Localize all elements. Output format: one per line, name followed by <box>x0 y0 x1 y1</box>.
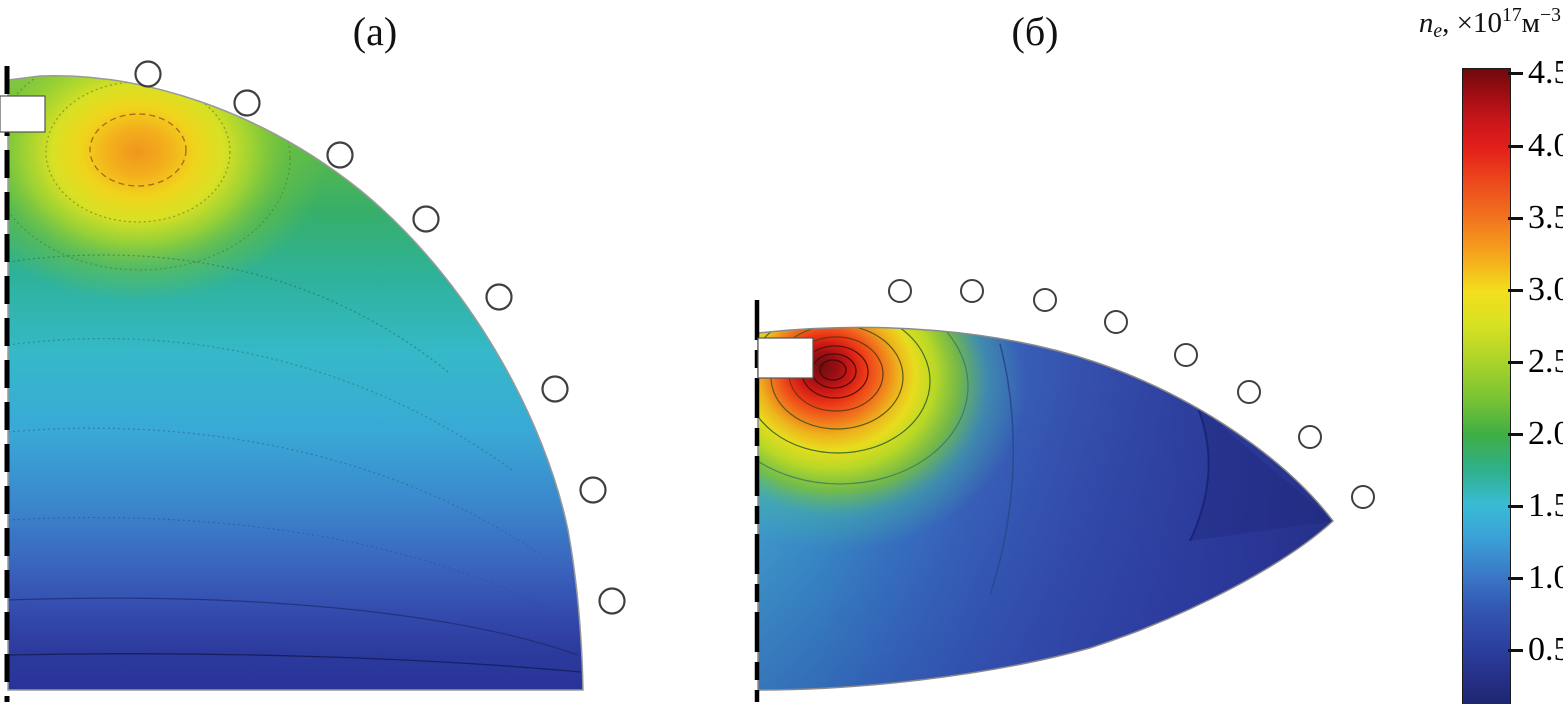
colorbar-tick-mark <box>1508 144 1523 148</box>
colorbar-tick-mark <box>1508 648 1523 652</box>
coil-marker <box>326 141 354 169</box>
colorbar-title-unit: м <box>1521 6 1541 39</box>
colorbar-tick-label: 3.0 <box>1528 271 1563 308</box>
colorbar-tick-label: 3.5 <box>1528 199 1563 236</box>
colorbar-title-mid: , ×10 <box>1442 6 1502 39</box>
coil-marker <box>1351 485 1375 509</box>
coil-marker <box>579 476 607 504</box>
colorbar-tick-mark <box>1508 576 1523 580</box>
panel-b-inlet-notch <box>757 337 814 379</box>
colorbar-tick-label: 2.5 <box>1528 343 1563 380</box>
colorbar-tick-mark <box>1508 216 1523 220</box>
coil-marker <box>960 279 984 303</box>
colorbar-tick-label: 4.0 <box>1528 127 1563 164</box>
colorbar-tick-label: 2.0 <box>1528 415 1563 452</box>
colorbar-tick-label: 1.5 <box>1528 487 1563 524</box>
coil-marker <box>1104 310 1128 334</box>
panel-a-inlet-notch <box>0 95 46 133</box>
panel-b-plume-region <box>758 327 1333 690</box>
panel-b-label: (б) <box>1011 9 1059 54</box>
panel-a-coil-markers <box>134 60 626 615</box>
colorbar-tick: 3.0 <box>1508 273 1563 307</box>
colorbar-tick: 4.5 <box>1508 56 1563 90</box>
coil-marker <box>888 279 912 303</box>
colorbar-title-exponent: 17 <box>1501 4 1522 26</box>
colorbar-title: ne, ×1017м−3 <box>1419 4 1561 43</box>
colorbar-tick: 2.5 <box>1508 345 1563 379</box>
panel-b-boundary <box>757 326 1335 691</box>
coil-marker <box>1298 425 1322 449</box>
colorbar-tick: 4.0 <box>1508 129 1563 163</box>
panel-b-plot <box>754 279 1375 702</box>
colorbar-tick-mark <box>1508 71 1523 75</box>
colorbar-tick-mark <box>1508 504 1523 508</box>
colorbar-tick-label: 4.5 <box>1528 54 1563 91</box>
coil-marker <box>1174 343 1198 367</box>
colorbar-title-symbol: n <box>1418 6 1434 39</box>
panel-b-contour-lines <box>758 327 1210 596</box>
coil-marker <box>134 60 162 88</box>
colorbar-tick-mark <box>1508 288 1523 292</box>
coil-marker <box>233 89 261 117</box>
colorbar-tick-label: 1.0 <box>1528 559 1563 596</box>
panel-a-label: (а) <box>352 9 398 54</box>
coil-marker <box>541 375 569 403</box>
coil-marker <box>1033 288 1057 312</box>
colorbar-tick-mark <box>1508 360 1523 364</box>
coil-marker <box>1237 380 1261 404</box>
colorbar-gradient <box>1462 68 1511 704</box>
panel-b-hotspot <box>758 327 1025 550</box>
colorbar-tick: 1.5 <box>1508 489 1563 523</box>
colorbar-tick: 1.0 <box>1508 561 1563 595</box>
panel-a-dome-region <box>8 75 583 690</box>
panel-b-tip-dark-region <box>1190 405 1333 541</box>
panel-b-coil-markers <box>888 279 1375 509</box>
panel-a-plot <box>0 60 626 702</box>
colorbar-tick: 3.5 <box>1508 201 1563 235</box>
coil-marker <box>412 205 440 233</box>
colorbar-tick: 2.0 <box>1508 417 1563 451</box>
panel-a-contour-lines <box>8 75 582 673</box>
colorbar-tick-mark <box>1508 432 1523 436</box>
colorbar-title-subscript: e <box>1433 19 1443 42</box>
colorbar-tick-label: 0.5 <box>1528 631 1563 668</box>
coil-marker <box>598 587 626 615</box>
colorbar-title-unit-exponent: −3 <box>1540 4 1561 26</box>
colorbar-tick: 0.5 <box>1508 633 1563 667</box>
coil-marker <box>485 283 513 311</box>
panel-a-boundary <box>7 74 584 691</box>
